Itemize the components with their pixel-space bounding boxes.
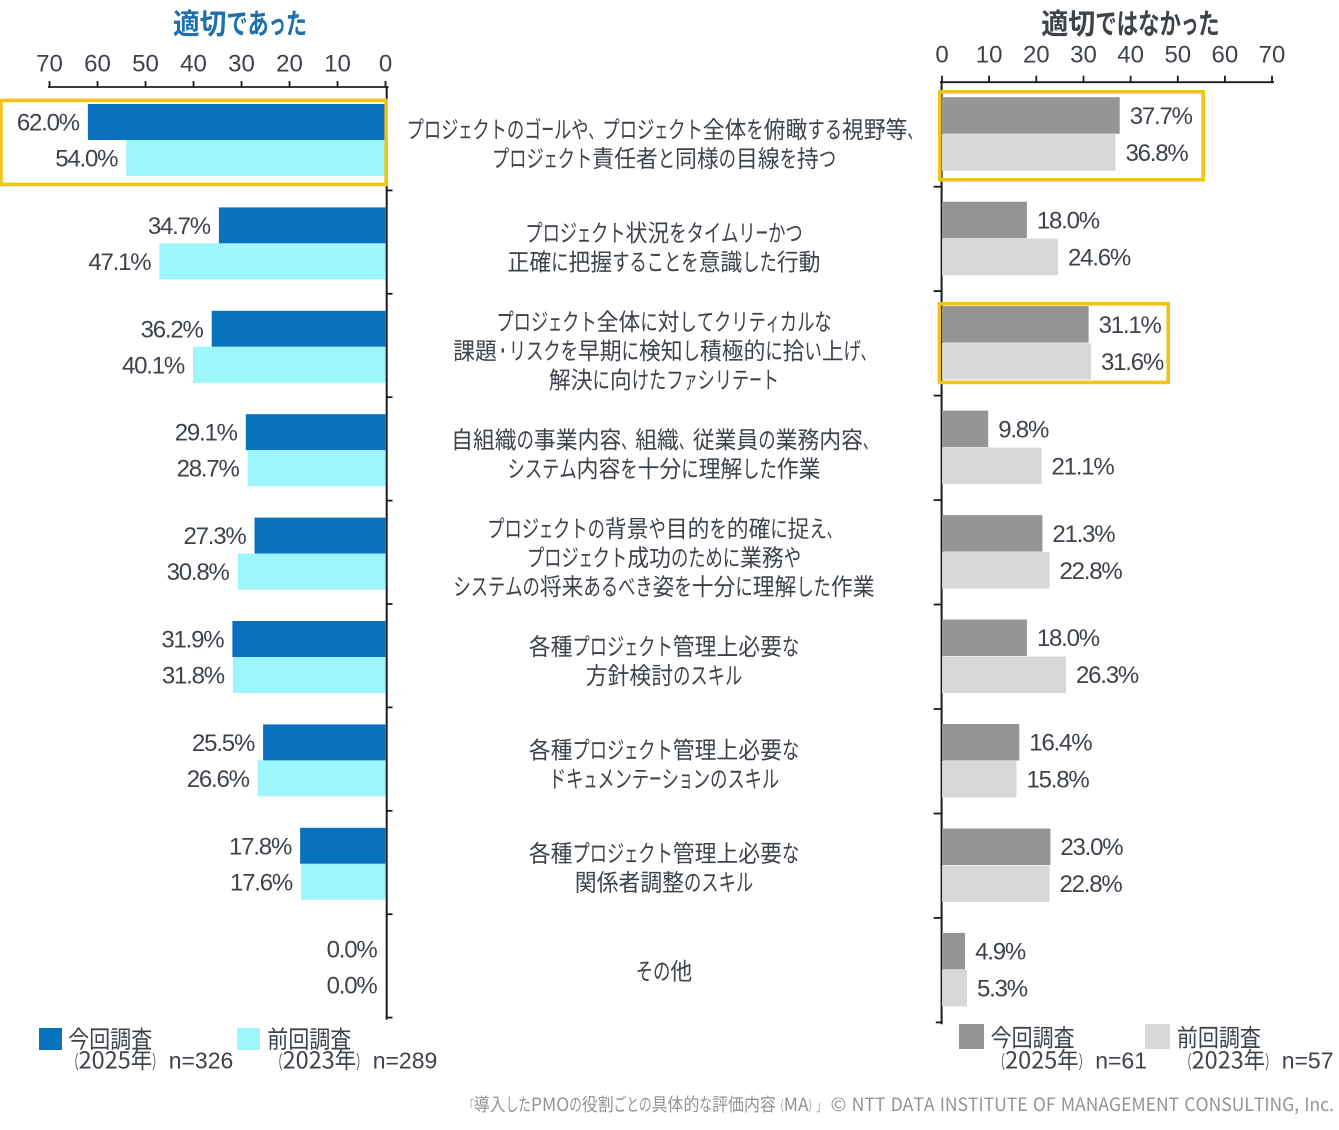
svg-text:70: 70	[1259, 42, 1286, 69]
svg-text:26.6%: 26.6%	[187, 766, 250, 793]
svg-text:40.1%: 40.1%	[122, 352, 185, 379]
svg-text:26.3%: 26.3%	[1076, 662, 1139, 689]
svg-text:n=289: n=289	[373, 1048, 438, 1074]
svg-text:18.0%: 18.0%	[1037, 625, 1100, 652]
svg-text:20: 20	[1023, 42, 1050, 69]
svg-text:0.0%: 0.0%	[327, 937, 378, 964]
svg-text:27.3%: 27.3%	[183, 523, 246, 550]
svg-text:0: 0	[935, 42, 948, 69]
svg-text:9.8%: 9.8%	[998, 416, 1049, 443]
svg-text:21.3%: 21.3%	[1052, 521, 1115, 548]
svg-text:0: 0	[379, 51, 392, 78]
svg-text:30.8%: 30.8%	[167, 559, 230, 586]
svg-text:40: 40	[180, 51, 207, 78]
svg-text:34.7%: 34.7%	[148, 213, 211, 240]
svg-text:22.8%: 22.8%	[1060, 871, 1123, 898]
svg-text:23.0%: 23.0%	[1060, 834, 1123, 861]
svg-text:10: 10	[976, 42, 1003, 69]
svg-text:15.8%: 15.8%	[1027, 767, 1090, 794]
svg-text:62.0%: 62.0%	[17, 110, 80, 137]
svg-text:0.0%: 0.0%	[327, 973, 378, 1000]
svg-text:47.1%: 47.1%	[88, 249, 151, 276]
svg-text:24.6%: 24.6%	[1068, 244, 1131, 271]
svg-text:4.9%: 4.9%	[975, 939, 1026, 966]
svg-text:60: 60	[1212, 42, 1239, 69]
svg-text:25.5%: 25.5%	[192, 730, 255, 757]
svg-text:50: 50	[1164, 42, 1191, 69]
svg-text:31.8%: 31.8%	[162, 663, 225, 690]
svg-text:30: 30	[1070, 42, 1097, 69]
svg-text:30: 30	[228, 51, 255, 78]
svg-text:17.8%: 17.8%	[229, 833, 292, 860]
svg-text:50: 50	[132, 51, 159, 78]
svg-text:70: 70	[36, 51, 63, 78]
svg-text:n=326: n=326	[169, 1048, 234, 1074]
svg-text:18.0%: 18.0%	[1037, 207, 1100, 234]
svg-text:54.0%: 54.0%	[55, 146, 118, 173]
svg-text:28.7%: 28.7%	[177, 456, 240, 483]
svg-text:n=57: n=57	[1282, 1048, 1334, 1074]
svg-text:n=61: n=61	[1095, 1048, 1147, 1074]
svg-text:20: 20	[276, 51, 303, 78]
svg-text:31.1%: 31.1%	[1099, 312, 1162, 339]
svg-text:37.7%: 37.7%	[1130, 103, 1193, 130]
svg-text:10: 10	[324, 51, 351, 78]
svg-text:17.6%: 17.6%	[230, 869, 293, 896]
svg-text:40: 40	[1117, 42, 1144, 69]
svg-text:21.1%: 21.1%	[1052, 453, 1115, 480]
svg-text:29.1%: 29.1%	[175, 420, 238, 447]
svg-text:31.6%: 31.6%	[1101, 349, 1164, 376]
svg-text:16.4%: 16.4%	[1029, 730, 1092, 757]
svg-text:22.8%: 22.8%	[1060, 558, 1123, 585]
svg-text:36.2%: 36.2%	[141, 316, 204, 343]
svg-text:36.8%: 36.8%	[1126, 140, 1189, 167]
svg-text:60: 60	[84, 51, 111, 78]
svg-text:31.9%: 31.9%	[161, 627, 224, 654]
svg-text:5.3%: 5.3%	[977, 976, 1028, 1003]
